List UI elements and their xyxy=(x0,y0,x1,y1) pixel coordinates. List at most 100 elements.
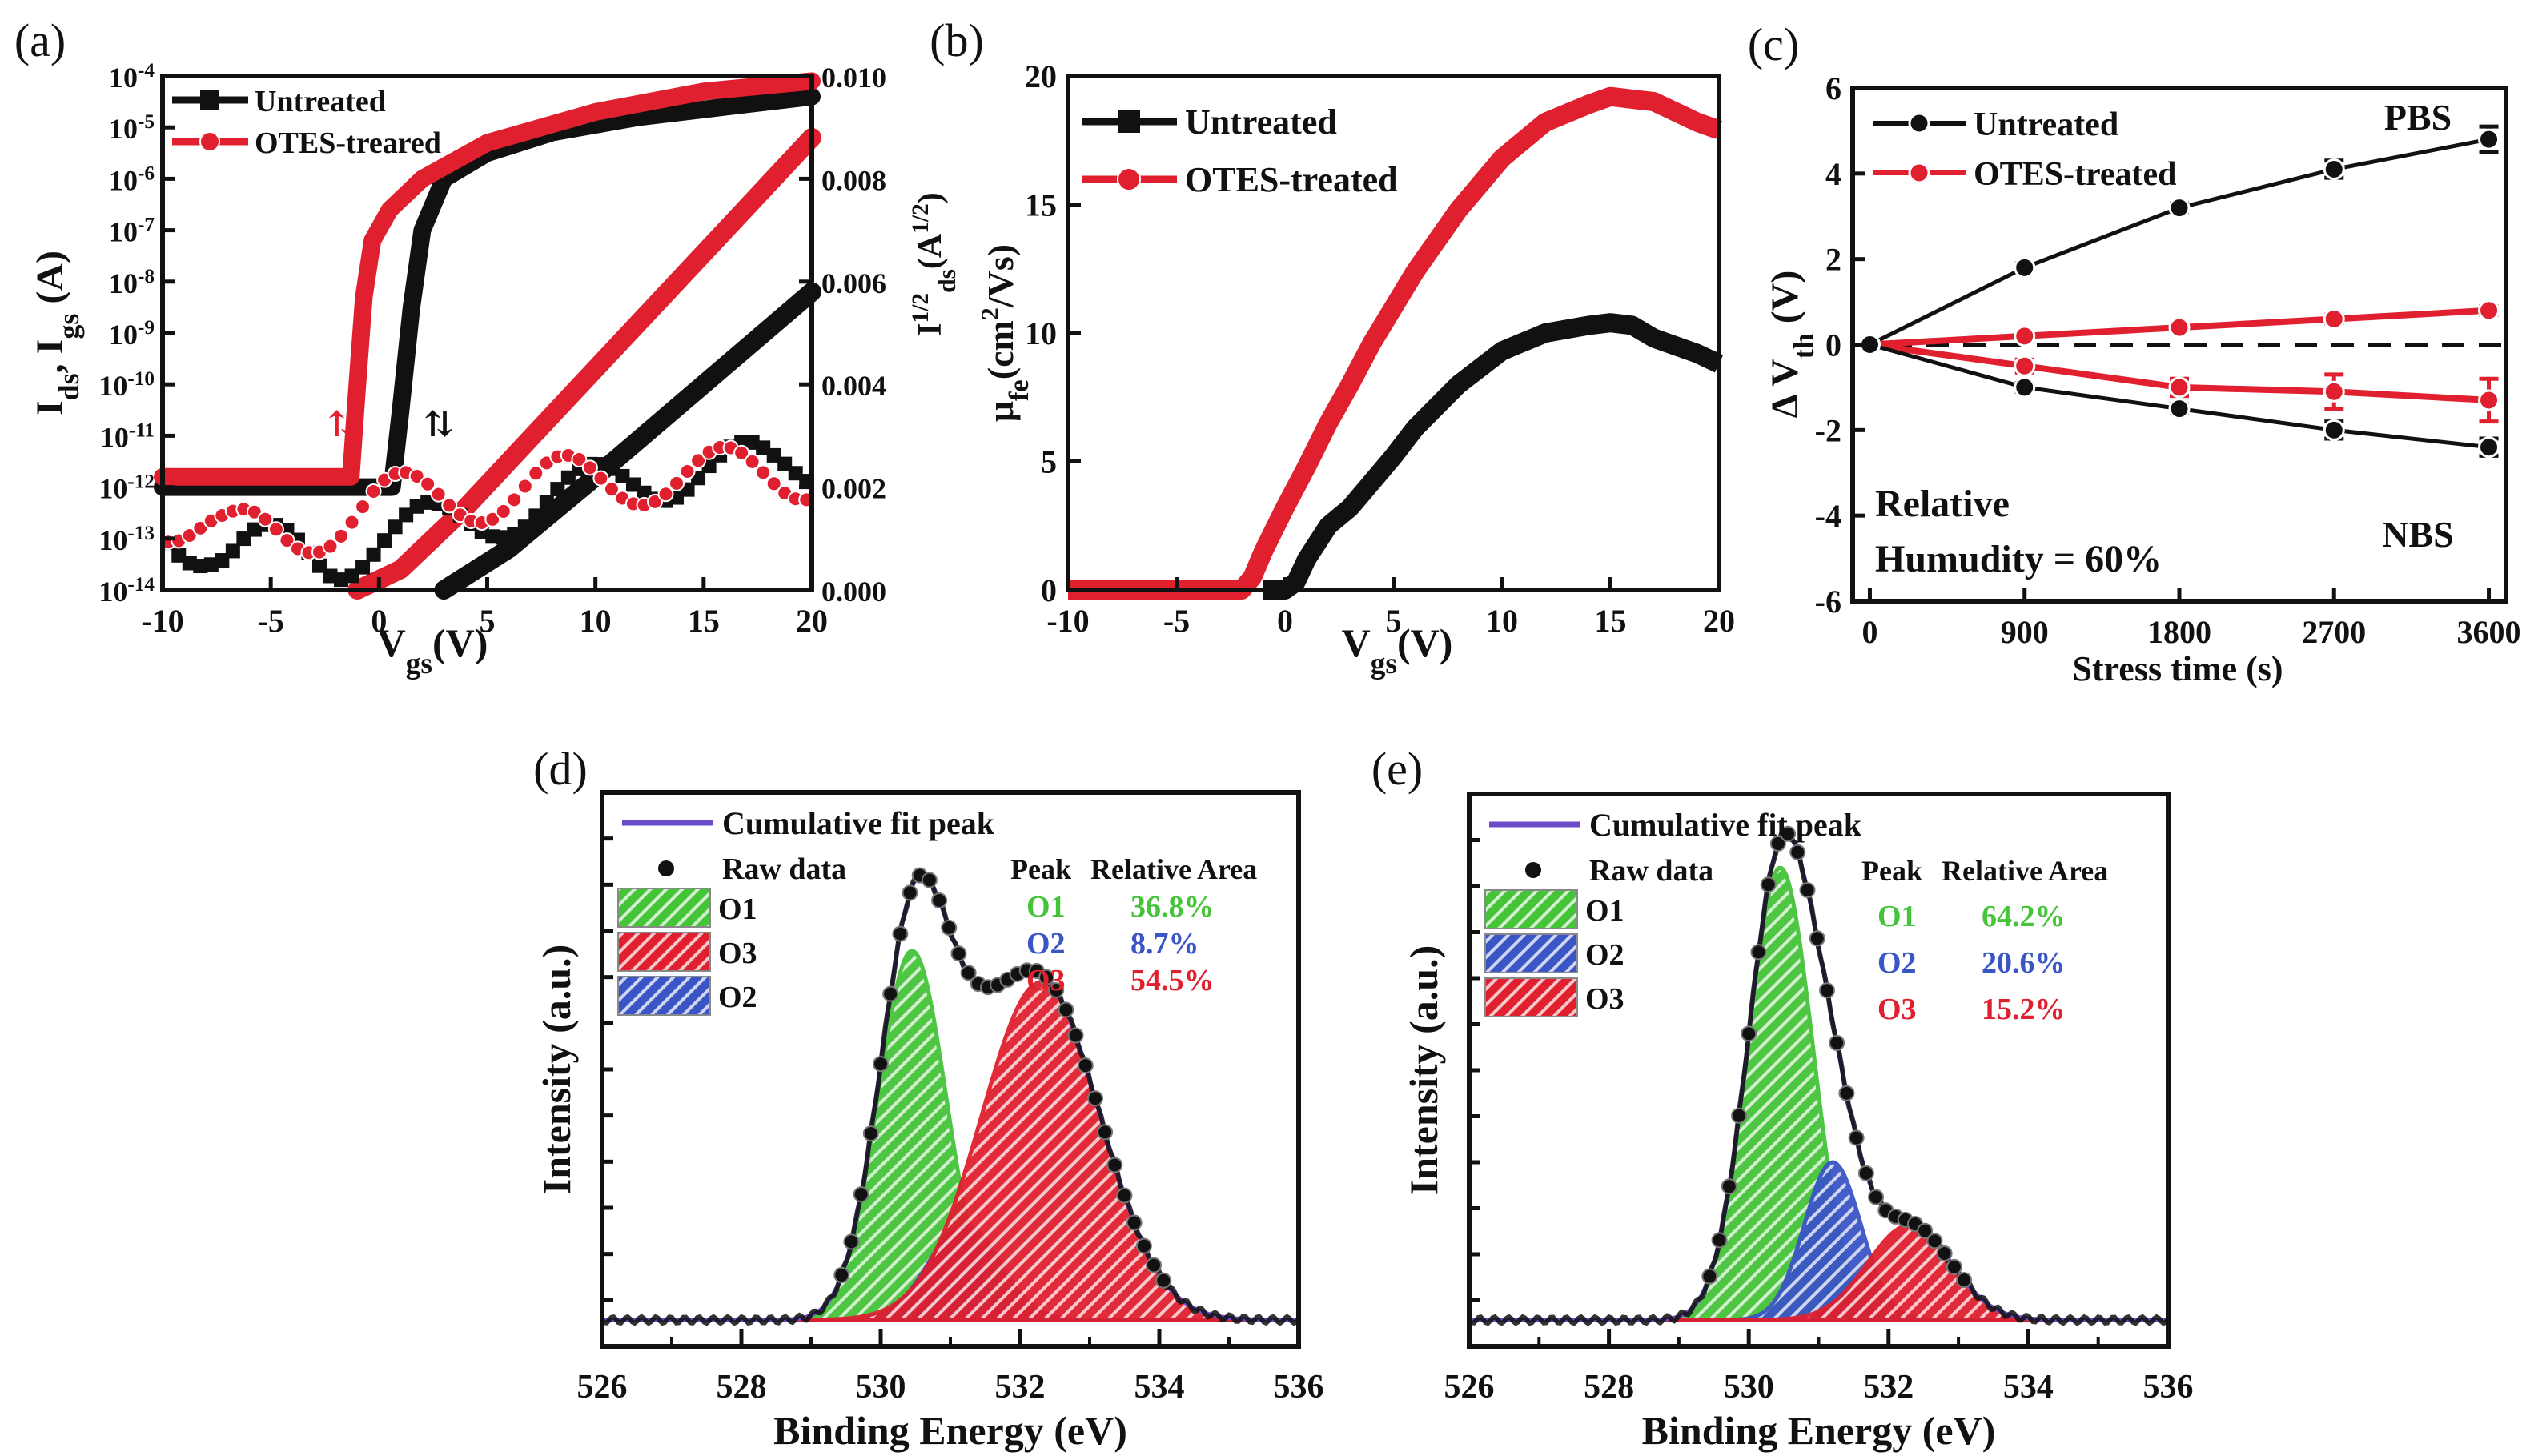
legend-item: O1 xyxy=(617,888,757,928)
y-tick-label-part: 10 xyxy=(109,113,138,145)
x-tick-label: 536 xyxy=(2143,1369,2194,1406)
x-tick-label: 526 xyxy=(577,1369,628,1406)
legend-label: Cumulative fit peak xyxy=(1589,807,1862,843)
legend-label: Raw data xyxy=(722,852,846,886)
legend-marker xyxy=(1525,862,1541,878)
y-axis-label-part: I xyxy=(29,400,71,415)
raw-data-point xyxy=(862,1125,879,1142)
panel-e: (e) 526 528 530 532 534 536 Binding Energy (eV)… xyxy=(1371,743,2194,1453)
x-tick-label: 20 xyxy=(796,603,828,639)
table-peak: O3 xyxy=(1026,964,1066,997)
x-tick-label: 526 xyxy=(1444,1369,1495,1406)
data-point xyxy=(311,558,327,573)
x-tick-label: 5 xyxy=(480,603,496,639)
x-tick-label: 900 xyxy=(2001,614,2049,650)
x-tick-label: 530 xyxy=(856,1369,906,1406)
y-tick-label: 10-12 xyxy=(98,471,155,505)
series-otes-igs xyxy=(159,439,815,561)
y-axis-label-part: (A) xyxy=(29,251,71,314)
y-tick-label-part: 10 xyxy=(109,216,138,248)
data-point xyxy=(528,465,544,482)
x-tick-label: 20 xyxy=(1703,603,1735,639)
y-axis-label-part: μ xyxy=(980,401,1021,422)
raw-data-point xyxy=(1077,1057,1094,1074)
data-point xyxy=(745,435,760,450)
raw-data-point xyxy=(853,1186,869,1203)
raw-data-point xyxy=(1829,1034,1845,1051)
table-area: 20.6% xyxy=(1982,946,2066,980)
data-point xyxy=(647,493,664,510)
series-otes-treated-pbs xyxy=(1858,299,2500,355)
annotation-humidity: Humudity = 60% xyxy=(1875,538,2162,580)
raw-data-point xyxy=(1750,944,1767,961)
x-tick-label: 0 xyxy=(1861,614,1877,650)
raw-data-point xyxy=(1058,1001,1074,1018)
data-point xyxy=(2478,299,2500,322)
y-tick-label: 10-14 xyxy=(98,574,155,608)
y2-tick-label: 0.008 xyxy=(821,164,886,196)
data-point xyxy=(171,548,187,563)
y-tick-label: 2 xyxy=(1825,242,1841,278)
legend-item: Untreated xyxy=(1873,106,2118,143)
x-tick-label: 532 xyxy=(995,1369,1046,1406)
y-axis-label-part: ds xyxy=(53,373,85,400)
y-tick-label-part: -4 xyxy=(138,60,155,82)
data-point xyxy=(690,452,707,469)
x-tick-label: 532 xyxy=(1863,1369,1914,1406)
y-axis-label-part: 2 xyxy=(975,307,1004,320)
data-point xyxy=(257,511,274,527)
legend-swatch xyxy=(617,932,711,972)
data-point xyxy=(744,453,761,470)
raw-data-point xyxy=(1789,844,1806,860)
y-tick-label: 10-9 xyxy=(109,317,155,351)
raw-data-point xyxy=(1809,930,1825,947)
legend-item: Cumulative fit peak xyxy=(622,805,995,841)
legend-label: O3 xyxy=(718,937,757,970)
y-tick-label: 6 xyxy=(1825,70,1841,106)
data-point xyxy=(355,499,371,515)
panel-label-b: (b) xyxy=(930,14,984,66)
y2-axis-label-part: (A xyxy=(912,233,949,269)
y-axis-label-part: /Vs) xyxy=(980,244,1021,308)
raw-data-point xyxy=(892,925,909,942)
panel-label-c: (c) xyxy=(1748,18,1799,70)
data-point xyxy=(322,538,339,555)
data-point xyxy=(2168,197,2191,219)
data-point xyxy=(430,486,447,503)
legend-item: Raw data xyxy=(658,852,846,886)
series-line xyxy=(1068,86,1723,600)
annotation-nbs: NBS xyxy=(2382,514,2453,555)
series-line xyxy=(154,87,821,496)
data-point xyxy=(625,477,641,492)
raw-data-point xyxy=(941,919,958,936)
y-axis-label-part: (cm xyxy=(980,320,1021,379)
y-tick-label: 0 xyxy=(1041,572,1057,608)
x-tick-label: 15 xyxy=(688,603,720,639)
y-axis-label-part: fe xyxy=(1004,379,1034,401)
y-tick-label: 10-11 xyxy=(100,419,155,454)
data-point xyxy=(267,521,284,538)
table-peak: O1 xyxy=(1026,890,1066,924)
y-tick-label: -6 xyxy=(1815,584,1841,620)
legend-label: Untreated xyxy=(255,85,386,118)
legend-label: Raw data xyxy=(1589,854,1713,888)
table-header-peak: Peak xyxy=(1010,853,1071,885)
y-tick-label-part: -5 xyxy=(138,111,155,133)
peak-area xyxy=(1467,1160,2171,1322)
peak-o2 xyxy=(1467,1160,2171,1322)
legend-marker xyxy=(199,131,220,152)
data-point xyxy=(657,486,674,503)
y2-axis-label-part: 1/2 xyxy=(908,293,934,323)
x-tick-label: -10 xyxy=(141,603,183,639)
data-point xyxy=(333,527,350,544)
legend-label: O2 xyxy=(1585,938,1624,972)
y-axis-label: μfe(cm2/Vs) xyxy=(975,244,1034,422)
y-tick-label-part: -12 xyxy=(127,471,155,492)
data-point xyxy=(215,553,230,568)
data-point xyxy=(193,559,208,574)
raw-data-point xyxy=(1116,1187,1133,1204)
data-point xyxy=(755,464,772,481)
raw-data-point xyxy=(1857,1165,1874,1181)
y-tick-label: 5 xyxy=(1041,444,1057,480)
legend-item: O3 xyxy=(617,932,757,972)
